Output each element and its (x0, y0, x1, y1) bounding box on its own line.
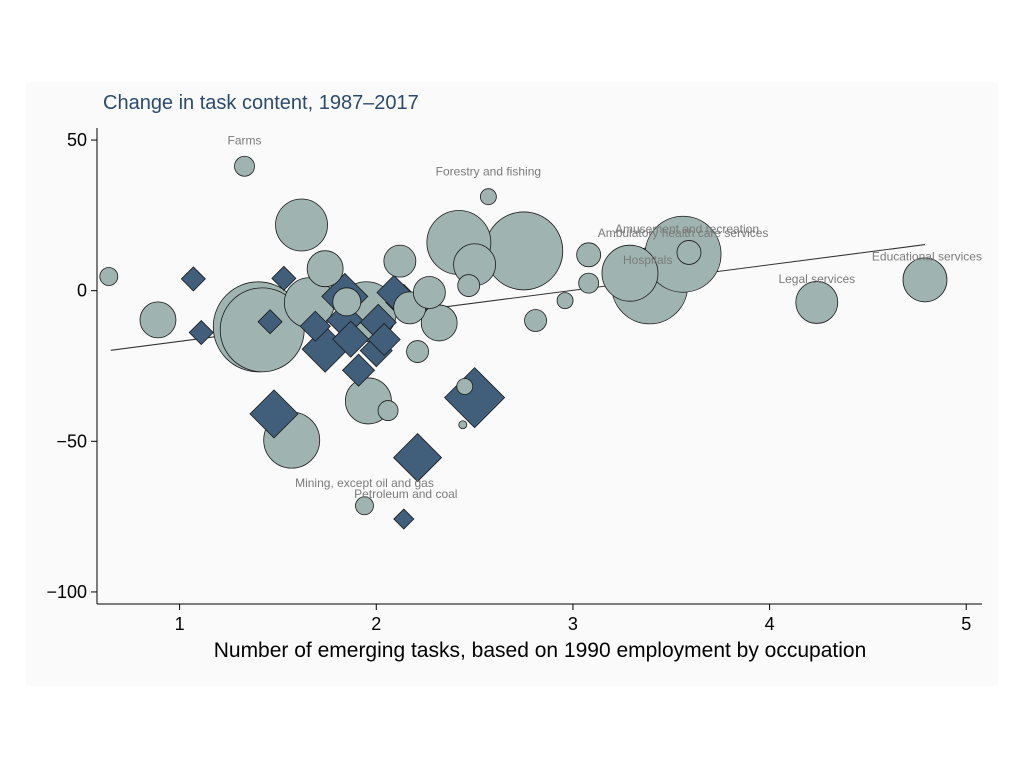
diamond-point (444, 367, 506, 429)
circle-point (355, 496, 374, 516)
point-annotation: Amusement and recreation (615, 222, 759, 236)
circle-point (576, 242, 602, 268)
diamond-point (271, 265, 297, 291)
diamond-point (393, 433, 443, 483)
diamond-point (188, 319, 214, 346)
circle-point (902, 257, 948, 303)
circle-point (306, 250, 344, 288)
y-tick-label: 50 (67, 130, 87, 150)
circle-point (377, 400, 399, 421)
plot-background (26, 82, 998, 686)
x-tick-label: 1 (175, 614, 185, 634)
x-tick-label: 5 (961, 614, 971, 634)
x-tick-label: 4 (765, 614, 775, 634)
circle-point (412, 276, 446, 309)
point-annotation: Ambulatory health care services (598, 226, 769, 240)
circle-point (99, 267, 119, 286)
circle-point (457, 274, 481, 297)
circle-point (676, 240, 702, 265)
x-tick-label: 3 (568, 614, 578, 634)
circle-point (383, 244, 417, 278)
diamond-point (332, 320, 370, 358)
diamond-point (342, 353, 376, 387)
point-annotation: Farms (228, 134, 262, 148)
point-annotation: Educational services (872, 250, 982, 264)
circle-point (479, 188, 497, 206)
x-tick-label: 2 (371, 614, 381, 634)
y-tick-label: −50 (56, 431, 87, 451)
y-tick-label: 0 (77, 281, 87, 301)
point-annotation: Petroleum and coal (354, 487, 457, 501)
circle-point (524, 309, 547, 332)
circle-point (234, 155, 255, 177)
diamond-point (257, 309, 283, 335)
point-annotation: Hospitals (623, 253, 672, 267)
point-annotation: Mining, except oil and gas (295, 476, 434, 490)
axes-layer: 1 2 3 4 5 50 0 −50 −100 (46, 128, 982, 634)
x-axis-label: Number of emerging tasks, based on 1990 … (214, 639, 867, 662)
circle-point (406, 340, 429, 363)
marks-layer (99, 155, 948, 530)
diamond-point (180, 266, 206, 292)
diamond-point (367, 322, 401, 357)
circle-point (456, 378, 474, 395)
diamond-point (393, 508, 415, 530)
circle-point (601, 244, 659, 302)
circle-point (275, 198, 328, 252)
circle-point (556, 292, 574, 310)
y-tick-label: −100 (46, 582, 87, 602)
circle-point (332, 287, 362, 317)
circle-point (795, 281, 839, 324)
circle-point (484, 211, 564, 291)
circle-point (578, 272, 600, 294)
chart-title: Change in task content, 1987–2017 (103, 92, 419, 114)
circle-point (458, 420, 468, 430)
circle-point (420, 304, 458, 342)
diamond-point (299, 310, 331, 342)
point-annotation: Forestry and fishing (436, 164, 541, 178)
circle-point (139, 301, 177, 339)
diamond-point (249, 389, 299, 439)
annotation-layer: Farms Forestry and fishing Amusement and r… (228, 134, 982, 501)
point-annotation: Legal services (778, 272, 855, 286)
